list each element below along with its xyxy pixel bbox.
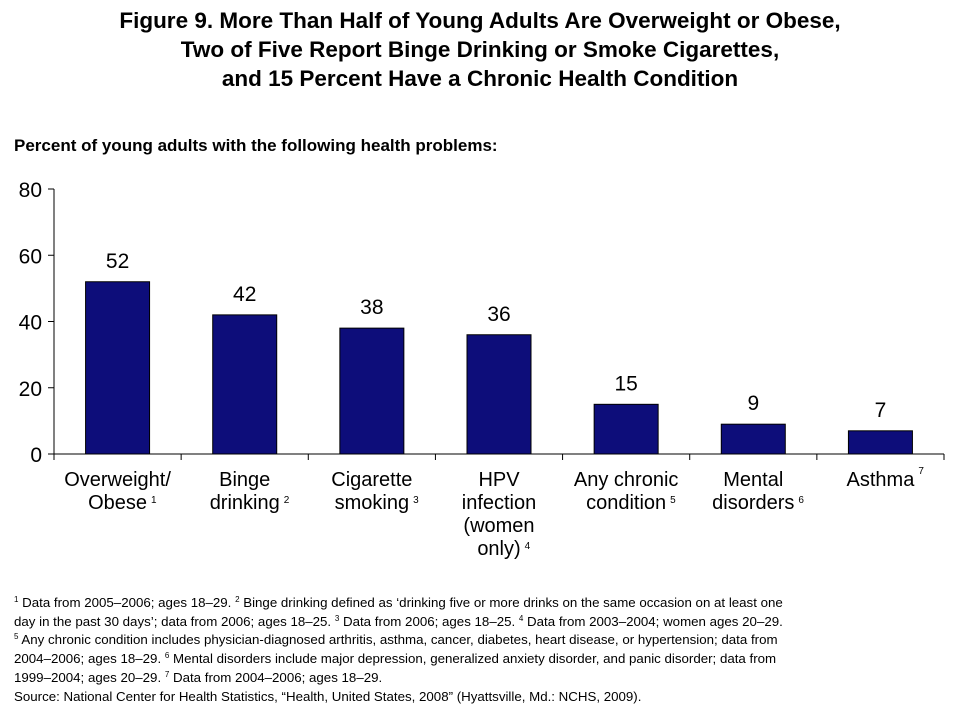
footnote-marker: 7: [164, 669, 170, 679]
footnotes: 1 Data from 2005–2006; ages 18–29. 2 Bin…: [14, 594, 954, 706]
category-footnote-marker: 4: [525, 541, 531, 552]
category-footnote-marker: 5: [670, 495, 676, 506]
title-line-1: Figure 9. More Than Half of Young Adults…: [119, 8, 841, 33]
y-tick-label: 60: [19, 245, 42, 268]
category-label-line: drinking: [210, 492, 280, 514]
value-labels: 52 42 38 36 15 9 7: [106, 250, 886, 422]
category-footnote-marker: 1: [151, 495, 157, 506]
data-label: 9: [747, 392, 759, 415]
y-tick-label: 40: [19, 312, 42, 335]
data-label: 36: [487, 303, 510, 326]
footnote-line: 2004–2006; ages 18–29. 6 Mental disorder…: [14, 651, 777, 667]
category-label-line: Any chronic: [574, 469, 679, 491]
data-label: 15: [614, 372, 637, 395]
bar: [847, 430, 913, 455]
footnote-marker: 2: [235, 595, 240, 604]
category-label: Asthma 7: [847, 466, 925, 491]
title-line-3: and 15 Percent Have a Chronic Health Con…: [221, 66, 739, 91]
category-footnote-marker: 6: [798, 495, 804, 506]
bars: [85, 281, 913, 455]
y-tick-label: 80: [19, 179, 42, 202]
source-note: Source: National Center for Health Stati…: [14, 688, 642, 704]
category-footnote-marker: 3: [413, 495, 419, 506]
footnote-line: day in the past 30 days’; data from 2006…: [14, 613, 783, 629]
footnote-marker: 4: [518, 613, 524, 623]
category-label-line: Overweight/: [64, 469, 171, 491]
bar: [593, 403, 659, 455]
data-label: 42: [233, 283, 256, 306]
x-axis: [53, 453, 945, 460]
category-label-line: Mental: [723, 469, 783, 491]
bar: [466, 334, 532, 455]
category-label-line: Asthma: [847, 469, 916, 491]
footnote-line: 1999–2004; ages 20–29. 7 Data from 2004–…: [14, 669, 383, 685]
footnote-marker: 3: [334, 613, 340, 623]
category-label-line: condition: [586, 492, 666, 514]
footnote-line: 5 Any chronic condition includes physici…: [14, 632, 778, 648]
footnote-marker: 1: [14, 595, 19, 604]
y-tick-label: 0: [30, 444, 42, 467]
category-label-line: only): [477, 538, 520, 560]
y-tick-label: 20: [19, 378, 42, 401]
data-label: 52: [106, 250, 129, 273]
bar: [85, 281, 151, 455]
category-label-line: smoking: [335, 492, 409, 514]
category-label-line: Cigarette: [331, 469, 412, 491]
data-label: 7: [875, 399, 887, 422]
footnote-marker: 5: [14, 632, 19, 642]
y-axis: 0 20 40 60 80: [19, 179, 55, 467]
category-label-line: (women: [463, 515, 534, 537]
figure-title: Figure 9. More Than Half of Young Adults…: [0, 6, 960, 93]
bar: [720, 423, 786, 455]
category-label-line: disorders: [712, 492, 794, 514]
category-label-line: infection: [462, 492, 537, 514]
title-line-2: Two of Five Report Binge Drinking or Smo…: [180, 37, 780, 62]
category-label-line: Binge: [219, 469, 270, 491]
footnote-line: 1 Data from 2005–2006; ages 18–29. 2 Bin…: [14, 595, 783, 610]
category-footnote-marker: 7: [918, 466, 924, 477]
category-footnote-marker: 2: [284, 495, 290, 506]
chart-subtitle: Percent of young adults with the followi…: [14, 136, 498, 155]
bar: [212, 314, 278, 455]
category-label-line: Obese: [88, 492, 147, 514]
category-label: Overweight/Obese 1: [64, 469, 171, 514]
data-label: 38: [360, 296, 383, 319]
category-label-line: HPV: [478, 469, 520, 491]
footnote-marker: 6: [164, 651, 170, 661]
bar: [339, 327, 405, 455]
